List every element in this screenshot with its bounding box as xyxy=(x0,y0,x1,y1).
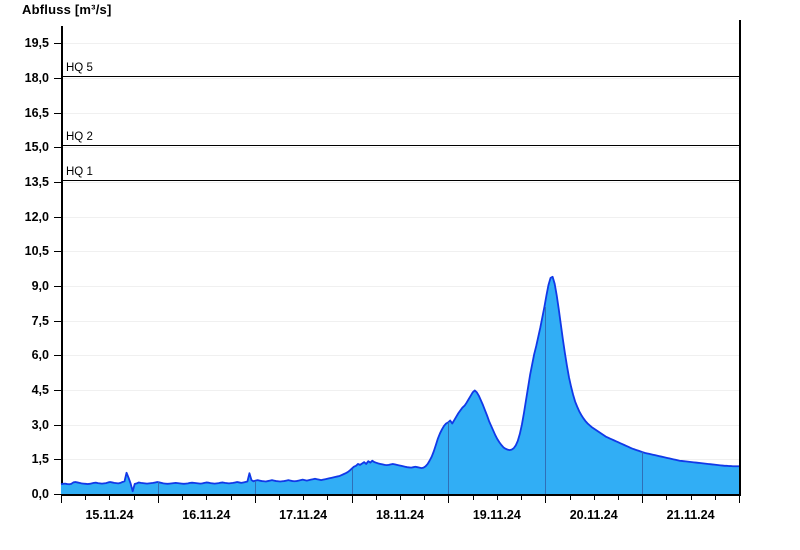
gridline xyxy=(61,459,739,460)
x-tick-minor xyxy=(521,494,522,500)
x-tick-minor xyxy=(376,494,377,500)
day-separator xyxy=(642,452,643,494)
y-tick-mark xyxy=(54,113,62,114)
x-tick-minor xyxy=(715,494,716,500)
y-tick-mark xyxy=(54,147,62,148)
y-tick-label: 9,0 xyxy=(31,279,49,293)
y-tick-mark xyxy=(54,459,62,460)
x-tick-label: 15.11.24 xyxy=(85,508,134,522)
x-tick-minor xyxy=(691,494,692,500)
y-axis-title: Abfluss [m³/s] xyxy=(22,2,112,17)
gridline xyxy=(61,43,739,44)
gridline xyxy=(61,286,739,287)
y-tick-mark xyxy=(54,494,62,495)
x-tick-major xyxy=(642,494,643,503)
x-tick-minor xyxy=(618,494,619,500)
x-tick-minor xyxy=(85,494,86,500)
y-tick-mark xyxy=(54,355,62,356)
gridline xyxy=(61,251,739,252)
x-tick-label: 18.11.24 xyxy=(376,508,424,522)
x-tick-major xyxy=(352,494,353,503)
threshold-line xyxy=(61,76,740,78)
y-tick-label: 16,5 xyxy=(24,105,49,120)
y-tick-mark xyxy=(54,390,62,391)
y-tick-label: 6,0 xyxy=(31,348,49,363)
y-tick-label: 19,5 xyxy=(24,36,49,51)
x-tick-minor xyxy=(570,494,571,500)
y-tick-label: 10,5 xyxy=(24,244,49,259)
x-tick-minor xyxy=(400,494,401,500)
threshold-line xyxy=(61,180,740,182)
y-tick-mark xyxy=(54,286,62,287)
gridline xyxy=(61,113,739,114)
gridline xyxy=(61,355,739,356)
gridline xyxy=(61,425,739,426)
x-tick-minor xyxy=(473,494,474,500)
day-separator xyxy=(255,481,256,495)
x-tick-minor xyxy=(666,494,667,500)
y-axis-line xyxy=(61,26,63,496)
y-tick-mark xyxy=(54,43,62,44)
x-tick-label: 19.11.24 xyxy=(472,508,521,522)
y-tick-label: 13,5 xyxy=(24,175,49,189)
gridline xyxy=(61,78,739,79)
y-tick-label: 7,5 xyxy=(31,313,49,328)
gridline xyxy=(61,390,739,391)
x-tick-minor xyxy=(424,494,425,500)
y-tick-label: 1,5 xyxy=(31,452,49,467)
x-tick-major xyxy=(545,494,546,503)
x-tick-minor xyxy=(182,494,183,500)
day-separator xyxy=(352,469,353,495)
x-tick-major xyxy=(61,494,62,503)
day-separator xyxy=(448,422,449,494)
x-tick-label: 20.11.24 xyxy=(569,508,618,522)
x-tick-minor xyxy=(109,494,110,500)
x-tick-minor xyxy=(279,494,280,500)
gridline xyxy=(61,321,739,322)
x-tick-major xyxy=(255,494,256,503)
x-tick-label: 21.11.24 xyxy=(666,508,715,522)
y-tick-mark xyxy=(54,78,62,79)
y-tick-mark xyxy=(54,251,62,252)
x-tick-major xyxy=(158,494,159,503)
y-tick-label: 4,5 xyxy=(31,383,49,397)
x-tick-label: 16.11.24 xyxy=(182,508,231,522)
x-tick-label: 17.11.24 xyxy=(279,508,328,522)
discharge-line xyxy=(60,275,739,493)
gridline xyxy=(61,147,739,148)
discharge-fill xyxy=(61,276,739,494)
x-tick-minor xyxy=(303,494,304,500)
y-tick-label: 0,0 xyxy=(31,487,49,501)
threshold-label: HQ 2 xyxy=(66,131,93,144)
x-tick-major xyxy=(448,494,449,503)
threshold-label: HQ 1 xyxy=(66,165,93,178)
y-tick-label: 3,0 xyxy=(31,417,49,432)
y-tick-mark xyxy=(54,217,62,218)
y-tick-mark xyxy=(54,425,62,426)
threshold-line xyxy=(61,145,740,147)
gridline xyxy=(61,217,739,218)
y-tick-label: 15,0 xyxy=(24,140,49,155)
gridline xyxy=(61,182,739,183)
y-tick-mark xyxy=(54,321,62,322)
x-tick-minor xyxy=(594,494,595,500)
x-tick-minor xyxy=(134,494,135,500)
x-tick-minor xyxy=(206,494,207,500)
x-tick-major xyxy=(739,494,740,503)
threshold-label: HQ 5 xyxy=(66,61,93,74)
x-tick-minor xyxy=(497,494,498,500)
day-separator xyxy=(545,307,546,495)
x-tick-minor xyxy=(231,494,232,500)
plot-right-border xyxy=(739,20,741,496)
x-tick-minor xyxy=(327,494,328,500)
y-tick-mark xyxy=(54,182,62,183)
day-separator xyxy=(158,482,159,495)
y-tick-label: 12,0 xyxy=(24,209,49,224)
y-tick-label: 18,0 xyxy=(24,71,49,85)
